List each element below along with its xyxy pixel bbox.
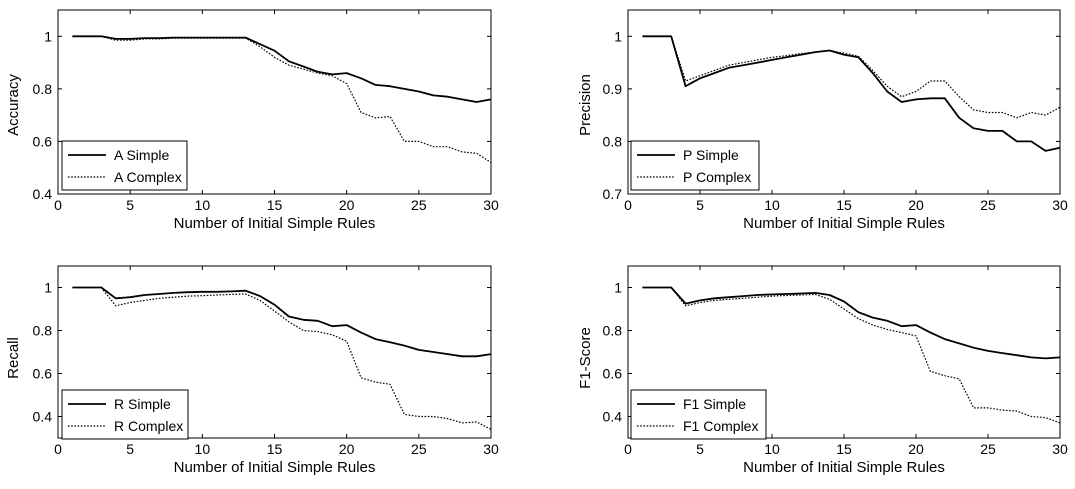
y-tick-label: 1 [614,28,622,44]
y-tick-label: 0.4 [33,409,53,425]
y-axis-label: Precision [577,74,594,136]
x-tick-label: 10 [195,441,211,457]
y-tick-label: 0.9 [603,81,623,97]
series-line-p-simple [642,35,1061,152]
x-tick-label: 5 [126,441,134,457]
legend-label: R Simple [114,396,171,412]
y-axis-label: Recall [5,337,22,379]
y-tick-label: 0.4 [603,409,623,425]
series-line-f1-simple [642,286,1061,360]
x-tick-label: 25 [411,441,427,457]
legend-box [61,140,188,191]
x-tick-label: 15 [267,441,283,457]
subplot-precision: 0 5 10 15 20 25 30 0.7 0.8 0.9 1 Number of Initial … [577,9,1068,232]
y-axis-label: Accuracy [5,74,22,136]
x-tick-label: 30 [1052,197,1068,213]
x-axis-label: Number of Initial Simple Rules [174,215,376,232]
y-tick-label: 0.6 [33,133,53,149]
series-line-a-complex [72,35,492,164]
y-tick-label: 0.8 [33,323,53,339]
x-tick-label: 10 [764,197,780,213]
y-tick-label: 0.8 [603,323,623,339]
legend-label: A Complex [114,169,182,185]
subplot-f1-score: 0 5 10 15 20 25 30 0.4 0.6 0.8 1 Number of Initial … [577,265,1068,476]
x-axis-label: Number of Initial Simple Rules [743,459,945,476]
subplot-recall: 0 5 10 15 20 25 30 0.4 0.6 0.8 1 Number of Initial … [5,265,499,476]
legend-box [61,389,189,440]
y-tick-label: 1 [614,280,622,296]
y-axis-label: F1-Score [577,327,594,389]
x-axis-label: Number of Initial Simple Rules [174,459,376,476]
x-tick-label: 20 [339,441,355,457]
x-tick-label: 30 [483,197,499,213]
x-tick-label: 15 [836,441,852,457]
x-tick-label: 10 [764,441,780,457]
x-tick-label: 25 [411,197,427,213]
y-tick-label: 1 [44,28,52,44]
series-line-p-complex [642,35,1061,119]
legend: F1 Simple F1 Complex [630,389,767,440]
x-tick-label: 30 [483,441,499,457]
x-tick-label: 25 [980,441,996,457]
x-axis-label: Number of Initial Simple Rules [743,215,945,232]
y-tick-label: 1 [44,280,52,296]
x-tick-label: 0 [624,197,632,213]
legend: P Simple P Complex [630,140,760,191]
x-tick-label: 0 [54,197,62,213]
series-line-r-simple [72,286,492,358]
x-tick-label: 10 [195,197,211,213]
x-tick-label: 30 [1052,441,1068,457]
legend: A Simple A Complex [61,140,188,191]
x-tick-label: 15 [267,197,283,213]
legend-label: P Simple [683,147,739,163]
x-tick-label: 20 [908,197,924,213]
legend-box [630,140,760,191]
x-tick-label: 5 [696,197,704,213]
legend-label: F1 Simple [683,396,746,412]
y-tick-label: 0.8 [33,81,53,97]
x-tick-label: 15 [836,197,852,213]
subplot-accuracy: 0 5 10 15 20 25 30 0.4 0.6 0.8 1 Number of Initial … [5,9,499,232]
x-tick-label: 20 [339,197,355,213]
x-tick-label: 20 [908,441,924,457]
x-tick-label: 5 [696,441,704,457]
series-line-a-simple [72,35,492,103]
legend-label: P Complex [683,169,751,185]
x-tick-label: 25 [980,197,996,213]
legend-label: A Simple [114,147,169,163]
y-tick-label: 0.7 [603,186,623,202]
series-line-f1-complex [642,286,1061,424]
y-tick-label: 0.6 [33,366,53,382]
x-tick-label: 0 [54,441,62,457]
x-tick-label: 5 [126,197,134,213]
y-tick-label: 0.4 [33,186,53,202]
y-tick-label: 0.8 [603,133,623,149]
y-tick-label: 0.6 [603,366,623,382]
legend-box [630,389,767,440]
legend-label: F1 Complex [683,418,758,434]
x-tick-label: 0 [624,441,632,457]
legend: R Simple R Complex [61,389,189,440]
legend-label: R Complex [114,418,183,434]
